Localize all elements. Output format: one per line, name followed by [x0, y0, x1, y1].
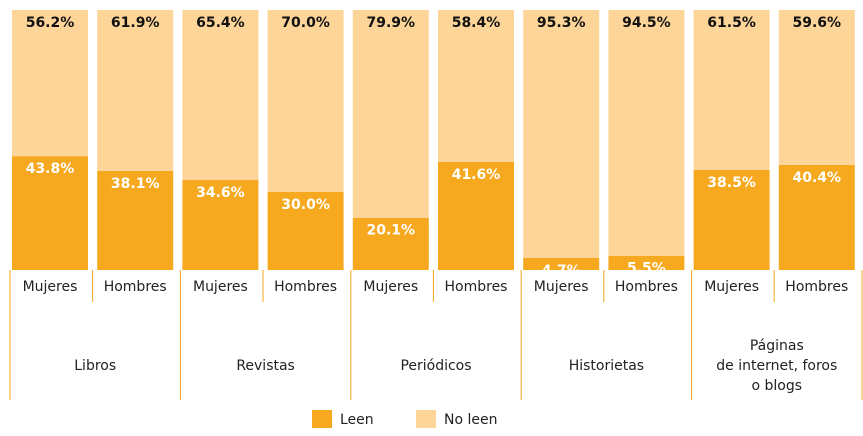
bar-segment	[693, 169, 770, 270]
bar-segment	[778, 10, 855, 165]
bar-segment	[608, 10, 685, 256]
value-label: 40.4%	[793, 170, 842, 186]
value-label: 4.7%	[542, 263, 581, 279]
value-label: 41.6%	[452, 167, 501, 183]
value-label: 95.3%	[537, 15, 586, 31]
bar-segment	[182, 180, 259, 270]
value-label: 58.4%	[452, 15, 501, 31]
group-label: Libros	[74, 358, 116, 374]
bar-segment	[438, 10, 514, 162]
value-label: 38.1%	[111, 176, 160, 192]
x-tick-label: Hombres	[445, 279, 508, 295]
x-tick-label: Hombres	[274, 279, 337, 295]
bar-segment	[12, 10, 88, 157]
value-label: 59.6%	[793, 15, 842, 31]
bar-segment	[778, 164, 855, 270]
group-label: Historietas	[569, 358, 644, 374]
value-label: 30.0%	[281, 197, 330, 213]
value-label: 56.2%	[26, 15, 75, 31]
x-tick-label: Hombres	[615, 279, 678, 295]
value-label: 61.9%	[111, 15, 160, 31]
value-label: 5.5%	[627, 261, 666, 277]
group-label: o blogs	[752, 378, 803, 394]
value-label: 61.5%	[707, 15, 756, 31]
group-label: Periódicos	[400, 358, 471, 374]
bar-segment	[182, 10, 259, 181]
group-label: de internet, foros	[716, 358, 837, 374]
x-tick-label: Mujeres	[534, 279, 589, 295]
group-label: Páginas	[750, 338, 804, 354]
bar-segment	[12, 156, 88, 270]
bar-segment	[352, 10, 429, 218]
bar-segment	[97, 170, 174, 270]
bar-segment	[523, 10, 600, 258]
legend-label: Leen	[340, 412, 374, 428]
x-tick-label: Mujeres	[363, 279, 418, 295]
bar-segment	[608, 255, 685, 270]
bar-segment	[267, 192, 344, 270]
value-label: 34.6%	[196, 185, 245, 201]
value-label: 38.5%	[707, 175, 756, 191]
legend-swatch	[312, 410, 332, 428]
legend-label: No leen	[444, 412, 497, 428]
bar-segment	[438, 161, 514, 270]
x-tick-label: Mujeres	[193, 279, 248, 295]
bar-segment	[523, 257, 600, 270]
x-tick-label: Hombres	[104, 279, 167, 295]
group-label: Revistas	[236, 358, 295, 374]
bar-segment	[352, 217, 429, 270]
bar-segment	[267, 10, 344, 192]
legend-swatch	[416, 410, 436, 428]
value-label: 65.4%	[196, 15, 245, 31]
value-label: 20.1%	[367, 223, 416, 239]
value-label: 94.5%	[622, 15, 671, 31]
value-label: 43.8%	[26, 161, 75, 177]
value-label: 79.9%	[367, 15, 416, 31]
x-tick-label: Mujeres	[23, 279, 78, 295]
bar-segment	[693, 10, 770, 170]
bar-segment	[97, 10, 174, 171]
value-label: 70.0%	[281, 15, 330, 31]
x-tick-label: Hombres	[785, 279, 848, 295]
x-tick-label: Mujeres	[704, 279, 759, 295]
